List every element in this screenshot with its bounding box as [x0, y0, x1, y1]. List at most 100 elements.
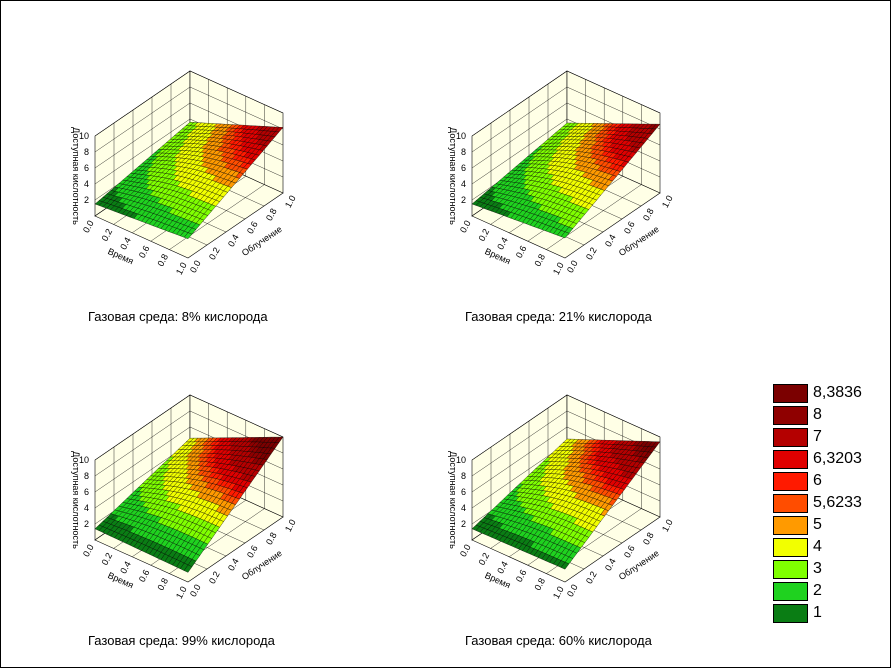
- z-tick-label: 10: [456, 131, 466, 141]
- legend-swatch: [773, 582, 808, 601]
- x-tick-label: 1.0: [174, 261, 189, 277]
- x-tick-label: 1.0: [551, 585, 566, 601]
- z-tick-label: 2: [461, 195, 466, 205]
- z-gridline: [471, 70, 661, 137]
- legend-swatch: [773, 472, 808, 491]
- z-tick-label: 6: [84, 487, 89, 497]
- surface-cell: [183, 564, 193, 573]
- x-tick-label: 0.4: [495, 236, 510, 252]
- legend-swatch: [773, 516, 808, 535]
- z-gridline: [94, 394, 284, 461]
- z-tick-label: 8: [84, 147, 89, 157]
- z-gridline: [94, 86, 284, 153]
- z-gridline: [471, 86, 661, 153]
- y-tick-label: 0.8: [641, 207, 656, 223]
- z-tick-label: 6: [84, 163, 89, 173]
- z-tick-label: 10: [79, 455, 89, 465]
- legend-label: 8,3836: [813, 384, 862, 401]
- z-tick-label: 10: [79, 131, 89, 141]
- legend-swatch: [773, 450, 808, 469]
- legend-swatch: [773, 604, 808, 623]
- legend-label: 6,3203: [813, 450, 862, 467]
- y-tick-label: 0.0: [188, 583, 203, 599]
- x-tick-label: 0.2: [100, 227, 115, 243]
- x-tick-label: 0.4: [118, 236, 133, 252]
- x-tick-label: 0.0: [458, 219, 473, 235]
- legend-label: 2: [813, 582, 822, 599]
- z-tick-label: 6: [461, 487, 466, 497]
- legend-swatch: [773, 384, 808, 403]
- x-axis-label: Время: [483, 570, 512, 590]
- y-tick-label: 0.2: [584, 570, 599, 586]
- x-axis-label: Время: [106, 246, 135, 266]
- y-tick-label: 1.0: [283, 518, 298, 534]
- y-tick-label: 0.4: [603, 557, 618, 573]
- legend-swatch: [773, 494, 808, 513]
- z-tick-label: 4: [461, 503, 466, 513]
- y-tick-label: 1.0: [660, 518, 675, 534]
- z-tick-label: 2: [461, 519, 466, 529]
- y-tick-label: 0.6: [245, 220, 260, 236]
- caption-99-percent: Газовая среда: 99% кислорода: [88, 633, 275, 648]
- x-tick-label: 0.6: [137, 244, 152, 260]
- legend-label: 5: [813, 516, 822, 533]
- x-tick-label: 0.6: [514, 568, 529, 584]
- z-tick-label: 2: [84, 195, 89, 205]
- x-tick-label: 0.2: [100, 551, 115, 567]
- z-axis-label: Доступная кислотность: [71, 451, 81, 549]
- z-tick-label: 8: [84, 471, 89, 481]
- z-axis-label: Доступная кислотность: [71, 127, 81, 225]
- z-axis-label: Доступная кислотность: [448, 127, 458, 225]
- z-tick-label: 4: [461, 179, 466, 189]
- y-tick-label: 0.6: [622, 220, 637, 236]
- x-tick-label: 1.0: [174, 585, 189, 601]
- legend-label: 5,6233: [813, 494, 862, 511]
- y-tick-label: 0.8: [641, 531, 656, 547]
- y-tick-label: 0.2: [584, 246, 599, 262]
- y-tick-label: 1.0: [660, 194, 675, 210]
- z-tick-label: 10: [456, 455, 466, 465]
- legend-label: 1: [813, 604, 822, 621]
- x-axis-label: Время: [106, 570, 135, 590]
- x-tick-label: 0.8: [155, 252, 170, 268]
- surface-cell: [560, 231, 570, 239]
- y-tick-label: 0.6: [622, 544, 637, 560]
- legend-swatch: [773, 428, 808, 447]
- caption-21-percent: Газовая среда: 21% кислорода: [465, 309, 652, 324]
- y-tick-label: 1.0: [283, 194, 298, 210]
- surface-cell: [560, 561, 570, 570]
- z-tick-label: 8: [461, 471, 466, 481]
- z-tick-label: 2: [84, 519, 89, 529]
- x-tick-label: 0.0: [81, 219, 96, 235]
- surface-cell: [183, 232, 193, 240]
- x-tick-label: 0.6: [137, 568, 152, 584]
- x-tick-label: 0.8: [532, 576, 547, 592]
- legend-swatch: [773, 406, 808, 425]
- y-tick-label: 0.2: [207, 246, 222, 262]
- x-tick-label: 0.2: [477, 551, 492, 567]
- z-tick-label: 4: [84, 179, 89, 189]
- z-gridline: [94, 70, 284, 137]
- y-tick-label: 0.0: [565, 583, 580, 599]
- z-gridline: [471, 394, 661, 461]
- x-tick-label: 1.0: [551, 261, 566, 277]
- y-tick-label: 0.0: [188, 259, 203, 275]
- caption-8-percent: Газовая среда: 8% кислорода: [88, 309, 268, 324]
- caption-60-percent: Газовая среда: 60% кислорода: [465, 633, 652, 648]
- x-tick-label: 0.6: [514, 244, 529, 260]
- legend-swatch: [773, 560, 808, 579]
- y-tick-label: 0.0: [565, 259, 580, 275]
- legend-label: 3: [813, 560, 822, 577]
- y-tick-label: 0.2: [207, 570, 222, 586]
- z-tick-label: 6: [461, 163, 466, 173]
- legend-swatch: [773, 538, 808, 557]
- x-tick-label: 0.2: [477, 227, 492, 243]
- y-tick-label: 0.6: [245, 544, 260, 560]
- y-tick-label: 0.4: [226, 233, 241, 249]
- x-tick-label: 0.8: [155, 576, 170, 592]
- y-tick-label: 0.8: [264, 207, 279, 223]
